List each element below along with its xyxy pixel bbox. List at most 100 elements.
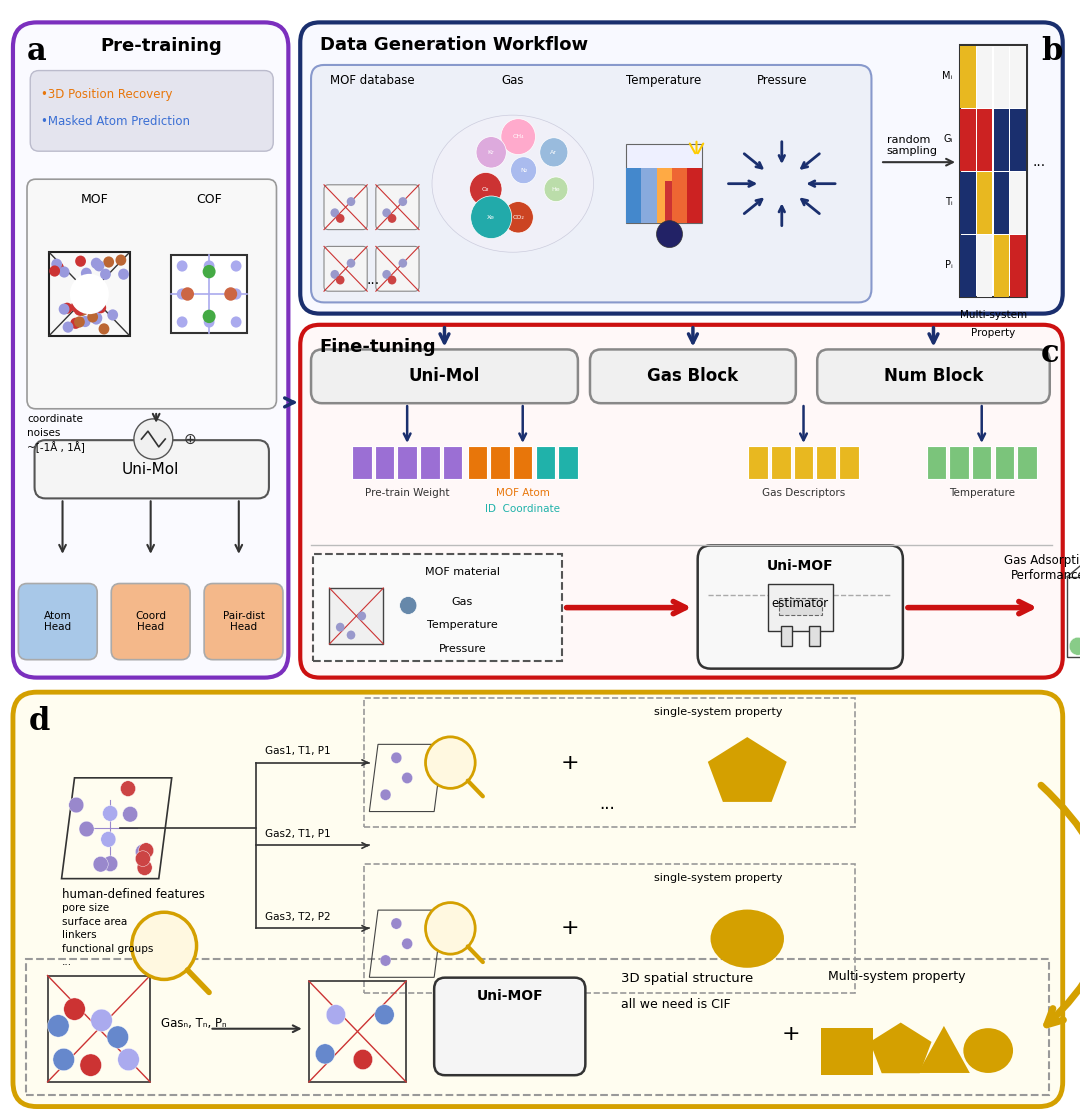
Bar — [490, 446, 510, 479]
Circle shape — [382, 270, 391, 279]
Text: ⊕: ⊕ — [184, 431, 197, 447]
Circle shape — [123, 806, 138, 822]
Text: Gas: Gas — [451, 597, 473, 607]
Circle shape — [70, 301, 81, 312]
Circle shape — [177, 260, 188, 271]
Text: CO₂: CO₂ — [512, 215, 524, 220]
Circle shape — [177, 316, 188, 328]
Text: Pᵢ: Pᵢ — [945, 260, 953, 270]
Circle shape — [380, 790, 391, 801]
Circle shape — [470, 172, 502, 206]
Text: CH₄: CH₄ — [512, 134, 524, 139]
Text: single-system property: single-system property — [653, 707, 782, 717]
Circle shape — [399, 259, 407, 268]
Circle shape — [471, 196, 512, 239]
Bar — [1017, 446, 1037, 479]
Text: ...: ... — [599, 795, 615, 813]
Bar — [781, 626, 792, 646]
Text: b: b — [1041, 36, 1063, 67]
Circle shape — [80, 1054, 102, 1076]
Text: N₂: N₂ — [519, 168, 527, 172]
Ellipse shape — [711, 909, 784, 968]
Circle shape — [70, 274, 109, 314]
Circle shape — [62, 302, 72, 314]
Text: Atom
Head: Atom Head — [44, 610, 71, 633]
Text: d: d — [29, 706, 51, 737]
Circle shape — [357, 612, 366, 620]
Circle shape — [231, 288, 242, 300]
Text: Gasₙ, Tₙ, Pₙ: Gasₙ, Tₙ, Pₙ — [161, 1017, 227, 1029]
FancyBboxPatch shape — [698, 545, 903, 669]
Circle shape — [391, 753, 402, 764]
Circle shape — [177, 288, 188, 300]
Bar — [960, 46, 975, 108]
Bar — [960, 45, 1027, 297]
Text: functional groups: functional groups — [62, 943, 153, 953]
Circle shape — [100, 831, 116, 847]
Text: MOF Atom: MOF Atom — [496, 488, 550, 498]
Circle shape — [336, 276, 345, 284]
Bar — [642, 168, 657, 223]
Bar — [672, 168, 687, 223]
Circle shape — [135, 844, 150, 860]
Circle shape — [53, 1048, 75, 1071]
Text: MOF: MOF — [81, 193, 108, 206]
Circle shape — [132, 912, 197, 979]
Bar — [976, 171, 993, 234]
Bar — [821, 1028, 873, 1075]
Bar — [48, 976, 150, 1082]
Polygon shape — [869, 1023, 932, 1073]
Text: Gas Adsorption
Performance: Gas Adsorption Performance — [1003, 554, 1080, 582]
Bar — [329, 588, 383, 644]
Bar — [995, 446, 1014, 479]
Circle shape — [91, 258, 102, 269]
Bar — [748, 446, 768, 479]
Bar — [994, 171, 1009, 234]
Bar — [443, 446, 462, 479]
Text: random
sampling: random sampling — [887, 134, 937, 156]
Circle shape — [77, 305, 87, 316]
Circle shape — [402, 773, 413, 784]
Text: Gas: Gas — [501, 74, 524, 87]
FancyArrowPatch shape — [1041, 785, 1080, 1025]
Bar — [313, 554, 562, 661]
Bar — [809, 626, 820, 646]
Circle shape — [399, 197, 407, 206]
Circle shape — [326, 1005, 346, 1025]
Text: Ar: Ar — [551, 150, 557, 155]
Circle shape — [388, 276, 396, 284]
Circle shape — [70, 318, 81, 329]
Text: all we need is CIF: all we need is CIF — [621, 998, 731, 1011]
FancyBboxPatch shape — [35, 440, 269, 498]
Text: Pair-dist
Head: Pair-dist Head — [222, 610, 265, 633]
Bar — [1010, 235, 1026, 297]
FancyBboxPatch shape — [311, 349, 578, 403]
Bar — [536, 446, 555, 479]
Text: MOF database: MOF database — [330, 74, 415, 87]
Circle shape — [85, 281, 96, 292]
Text: coordinate
noises
~[-1Å , 1Å]: coordinate noises ~[-1Å , 1Å] — [27, 414, 85, 454]
Text: Gas Block: Gas Block — [647, 367, 739, 385]
Text: a: a — [27, 36, 46, 67]
Circle shape — [402, 939, 413, 950]
Circle shape — [426, 737, 475, 788]
FancyBboxPatch shape — [204, 584, 283, 660]
Text: c: c — [1041, 338, 1059, 370]
Circle shape — [107, 309, 118, 320]
Polygon shape — [918, 1026, 970, 1073]
Circle shape — [118, 269, 129, 280]
Text: surface area: surface area — [62, 916, 126, 926]
Circle shape — [121, 781, 136, 796]
Circle shape — [134, 419, 173, 459]
Bar — [768, 584, 833, 631]
Circle shape — [204, 260, 215, 271]
FancyBboxPatch shape — [324, 185, 367, 230]
Circle shape — [382, 208, 391, 217]
Circle shape — [103, 856, 118, 871]
Text: Kr: Kr — [488, 150, 495, 155]
Text: pore size: pore size — [62, 903, 109, 913]
Circle shape — [91, 1009, 112, 1032]
Text: Xe: Xe — [487, 215, 495, 220]
Circle shape — [100, 269, 111, 280]
Text: human-defined features: human-defined features — [62, 887, 204, 900]
